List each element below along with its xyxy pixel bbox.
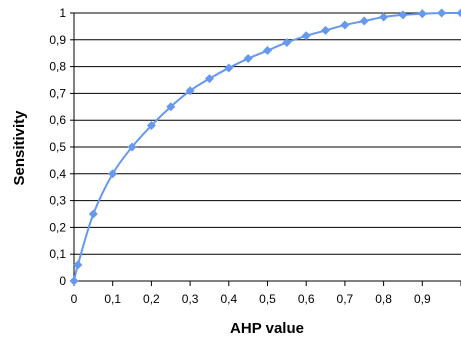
data-point	[398, 10, 408, 20]
data-point	[263, 46, 272, 56]
data-point	[224, 63, 234, 73]
y-axis-title: Sensitivity	[11, 110, 28, 186]
y-tick-label: 0,4	[49, 167, 66, 181]
data-point	[73, 260, 83, 270]
data-point	[359, 16, 369, 26]
x-axis-title: AHP value	[230, 320, 304, 337]
gridlines	[74, 12, 461, 255]
data-point	[69, 276, 79, 286]
data-point	[340, 20, 350, 30]
data-point	[417, 9, 427, 19]
y-tick-label: 0	[59, 274, 66, 288]
axes	[70, 12, 461, 286]
y-tick-label: 1	[59, 6, 66, 20]
data-point	[108, 169, 118, 179]
x-tick-label: 0,3	[182, 292, 199, 306]
x-tick-label: 0,8	[375, 292, 392, 306]
y-tick-label: 0,5	[49, 140, 66, 154]
data-point	[301, 31, 311, 41]
y-tick-label: 0,6	[49, 113, 66, 127]
x-tick-labels: 00,10,20,30,40,50,60,70,80,91	[71, 292, 431, 306]
x-tick-label: 0,4	[220, 292, 237, 306]
y-tick-labels: 0 0,1 0,2 0,3 0,4 0,5 0,6 0,7 0,8 0,9 1	[49, 6, 66, 288]
data-point	[379, 12, 389, 22]
y-tick-label: 0,2	[49, 220, 66, 234]
x-tick-label: 0,5	[259, 292, 276, 306]
x-tick-label: 0,9	[414, 292, 431, 306]
data-point	[243, 54, 253, 64]
y-tick-label: 0,1	[49, 247, 66, 261]
x-tick-label: 0	[71, 292, 78, 306]
series-group	[69, 8, 461, 286]
x-tick-label: 0,1	[104, 292, 121, 306]
y-tick-label: 0,8	[49, 60, 66, 74]
data-point	[204, 74, 214, 84]
data-point	[456, 8, 461, 18]
data-point	[437, 8, 447, 18]
data-point	[282, 37, 292, 47]
data-point	[88, 209, 98, 219]
data-point	[321, 25, 331, 35]
data-point	[166, 102, 176, 112]
series-line	[73, 11, 461, 282]
y-tick-label: 0,7	[49, 86, 66, 100]
data-point	[127, 142, 137, 152]
y-tick-label: 0,9	[49, 33, 66, 47]
y-tick-label: 0,3	[49, 194, 66, 208]
x-tick-label: 0,7	[337, 292, 354, 306]
data-point	[185, 86, 195, 96]
x-tick-label: 0,2	[143, 292, 160, 306]
data-point	[146, 121, 156, 131]
x-tick-label: 0,6	[298, 292, 315, 306]
